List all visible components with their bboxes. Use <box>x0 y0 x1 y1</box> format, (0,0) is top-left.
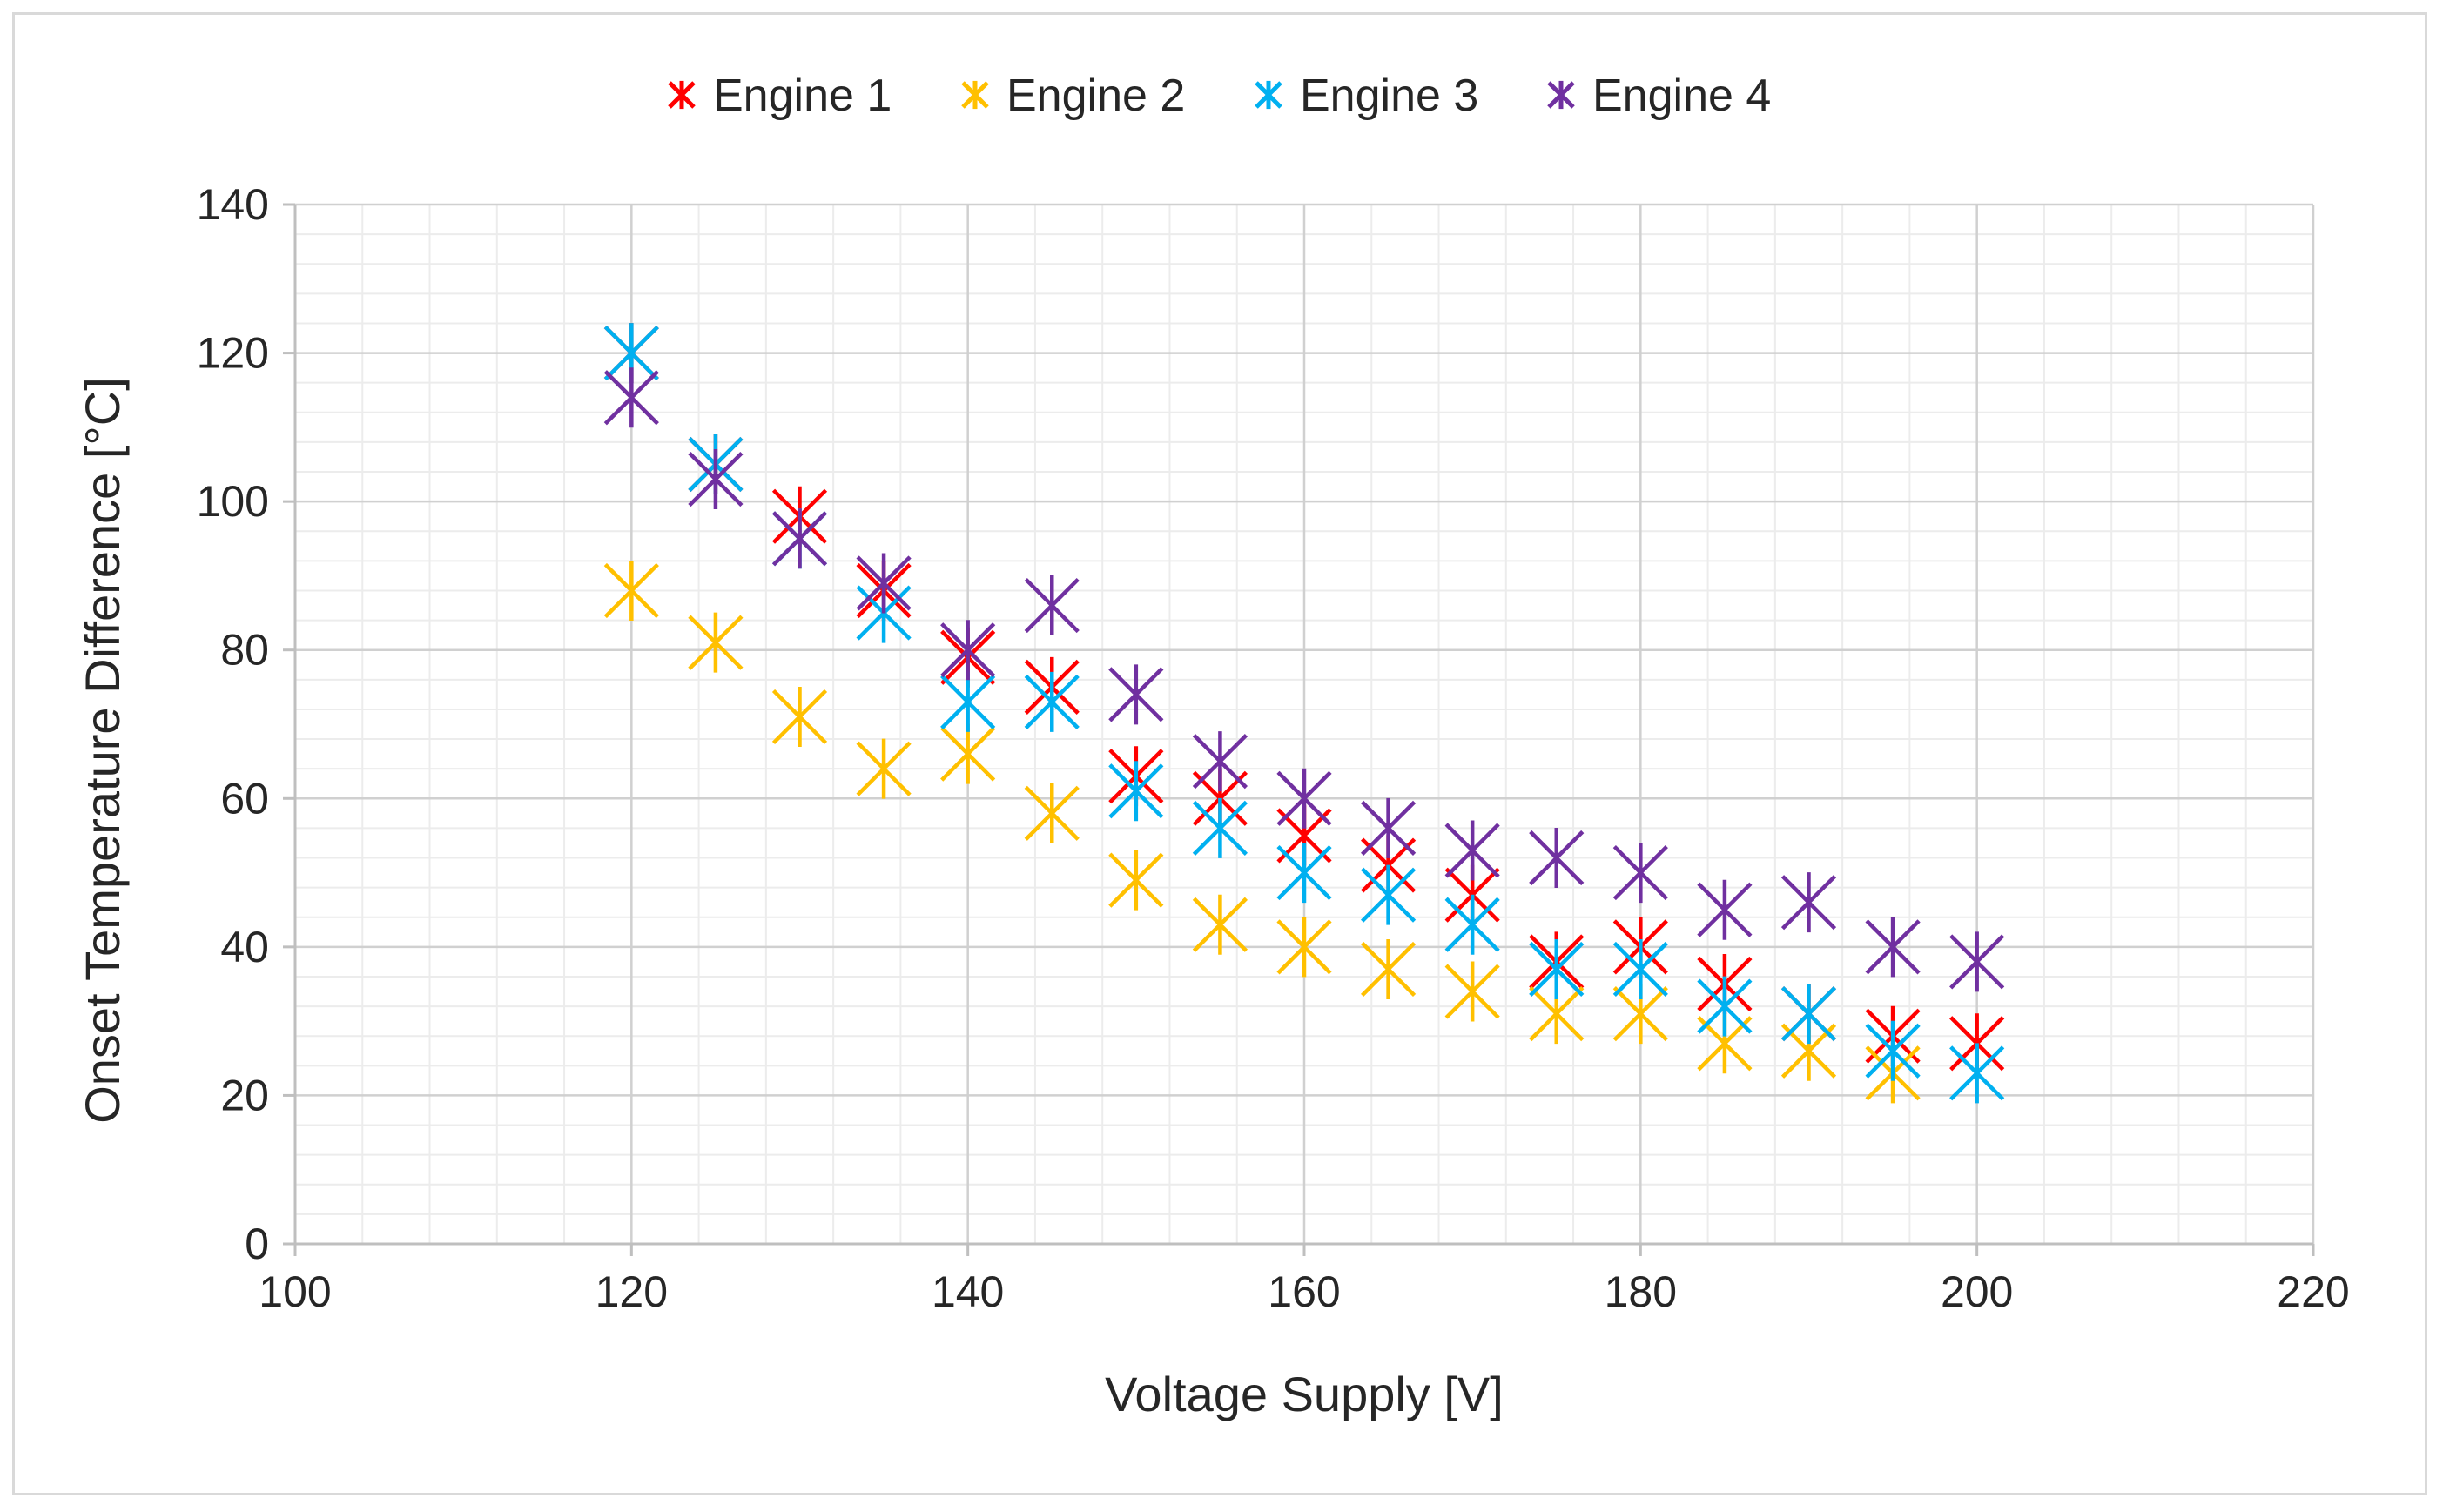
data-point <box>1024 783 1080 843</box>
axes <box>283 203 2315 1256</box>
x-tick-label: 200 <box>1941 1267 2013 1316</box>
legend-marker <box>1547 80 1575 110</box>
data-point <box>1276 768 1332 829</box>
x-tick-label: 100 <box>259 1267 331 1316</box>
data-point <box>940 671 996 732</box>
data-point <box>1276 843 1332 904</box>
data-point <box>1360 797 1417 858</box>
y-tick-label: 40 <box>220 923 269 971</box>
legend-marker <box>961 80 989 110</box>
data-point <box>1108 761 1164 822</box>
data-point <box>771 508 828 569</box>
data-point <box>1024 671 1080 732</box>
x-tick-label: 160 <box>1268 1267 1340 1316</box>
data-point <box>1192 731 1248 792</box>
data-point <box>1612 938 1668 999</box>
data-point <box>1108 850 1164 911</box>
data-point <box>940 723 996 784</box>
legend-item-engine-4: Engine 4 <box>1547 71 1771 121</box>
data-point <box>1192 894 1248 955</box>
data-point <box>1529 828 1585 889</box>
data-point <box>1276 917 1332 978</box>
data-point <box>771 686 828 747</box>
data-point <box>1444 961 1500 1022</box>
data-point <box>688 449 744 510</box>
data-point <box>603 560 659 621</box>
data-point <box>1192 797 1248 858</box>
y-tick-label: 20 <box>220 1071 269 1119</box>
y-tick-label: 80 <box>220 626 269 675</box>
data-point <box>1949 1043 2005 1104</box>
data-point <box>1108 664 1164 725</box>
legend-label: Engine 1 <box>713 71 892 121</box>
legend-item-engine-2: Engine 2 <box>961 71 1185 121</box>
legend-marker <box>668 80 696 110</box>
chart-frame: 100 120 140 160 180 200 220 0 20 40 60 80 100 120 140 … <box>12 12 2427 1495</box>
legend-item-engine-1: Engine 1 <box>668 71 892 121</box>
grid <box>293 203 2315 1246</box>
y-tick-label: 0 <box>245 1220 269 1268</box>
data-point <box>1865 917 1921 978</box>
data-point <box>856 738 912 799</box>
x-axis-title: Voltage Supply [V] <box>1105 1367 1504 1421</box>
data-point <box>688 612 744 673</box>
data-point <box>1444 820 1500 881</box>
data-point <box>1024 575 1080 636</box>
data-point <box>940 620 996 681</box>
series-engine-2 <box>603 560 1921 1104</box>
data-point <box>1444 894 1500 955</box>
legend: Engine 1 Engine 2 Engine 3 Engine 4 <box>668 71 1771 121</box>
legend-label: Engine 3 <box>1300 71 1478 121</box>
y-tick-label: 140 <box>197 180 269 229</box>
data-point <box>1360 864 1417 925</box>
legend-marker <box>1255 80 1282 110</box>
y-axis-title: Onset Temperature Difference [°C] <box>75 377 130 1124</box>
scatter-chart: 100 120 140 160 180 200 220020406080100120140 … <box>75 71 2350 1421</box>
data-point <box>1529 938 1585 999</box>
y-tick-label: 120 <box>197 329 269 378</box>
tick-labels: 100 120 140 160 180 200 220 0 20 40 60 80 100 120 140 <box>197 180 2350 1316</box>
data-point <box>1612 843 1668 904</box>
data-point <box>1949 931 2005 992</box>
x-tick-label: 120 <box>596 1267 668 1316</box>
data-point <box>1697 879 1753 940</box>
x-tick-label: 140 <box>932 1267 1004 1316</box>
y-tick-label: 60 <box>220 774 269 823</box>
data-point <box>603 367 659 428</box>
data-point <box>1780 984 1837 1045</box>
series-engine-4 <box>603 367 2005 992</box>
legend-label: Engine 4 <box>1592 71 1771 121</box>
data-point <box>1360 938 1417 999</box>
x-tick-label: 220 <box>2277 1267 2349 1316</box>
data-markers <box>603 323 2005 1104</box>
data-point <box>1697 976 1753 1037</box>
data-point <box>856 553 912 614</box>
x-tick-label: 180 <box>1605 1267 1677 1316</box>
data-point <box>1865 1020 1921 1081</box>
y-tick-label: 100 <box>197 477 269 526</box>
legend-item-engine-3: Engine 3 <box>1255 71 1478 121</box>
legend-label: Engine 2 <box>1006 71 1185 121</box>
data-point <box>1780 872 1837 933</box>
